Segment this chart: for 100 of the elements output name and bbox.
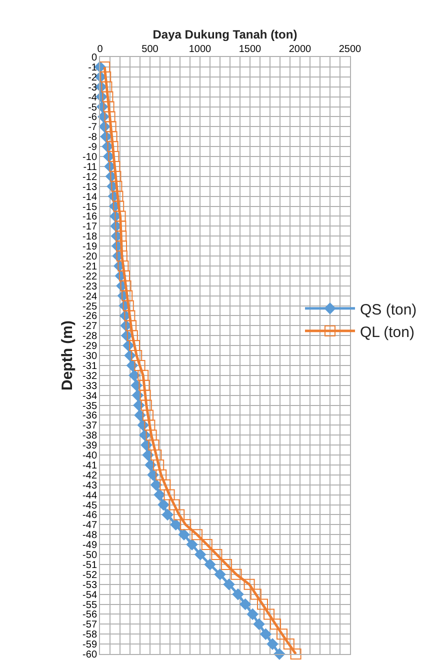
point (223, 578, 235, 590)
point (168, 499, 180, 510)
y-tick-label: -57 (82, 620, 98, 631)
point (133, 400, 145, 411)
y-tick-label: -40 (82, 450, 98, 462)
y-tick-label: -44 (82, 490, 98, 502)
point (118, 260, 129, 272)
point (134, 410, 146, 421)
y-tick-label: -14 (82, 192, 98, 203)
point (160, 479, 171, 490)
y-tick-label: -56 (82, 610, 98, 621)
y-tick-label: -55 (82, 600, 98, 611)
point (246, 608, 258, 620)
y-tick-label: -32 (82, 370, 98, 382)
y-tick-label: -37 (82, 420, 98, 432)
point (116, 230, 127, 242)
point (146, 430, 157, 441)
y-tick-label: -12 (82, 172, 98, 183)
point (170, 518, 182, 530)
y-tick-label: -16 (82, 212, 98, 223)
y-tick-label: -51 (82, 560, 98, 571)
y-tick-label: -58 (82, 630, 98, 641)
point (111, 180, 122, 192)
point (128, 370, 140, 382)
point (164, 489, 175, 500)
y-tick-label: -17 (82, 222, 98, 233)
y-tick-label: -9 (88, 142, 98, 154)
y-tick-label: -42 (82, 470, 98, 482)
point (103, 101, 114, 112)
y-tick-label: -24 (82, 291, 98, 302)
point (230, 568, 242, 580)
y-tick-label: -20 (82, 252, 98, 262)
point (150, 479, 162, 491)
y-tick-label: -52 (82, 570, 98, 581)
point (250, 588, 262, 600)
point (101, 81, 112, 92)
y-tick-label: -6 (88, 112, 98, 124)
y-tick-label: -1 (88, 62, 98, 74)
point (154, 489, 166, 500)
point (153, 459, 164, 470)
point (126, 330, 138, 342)
x-tick-label: 1000 (188, 44, 212, 55)
y-tick-label: -22 (82, 271, 98, 282)
y-tick-label: -27 (82, 321, 98, 332)
point (150, 450, 162, 460)
point (156, 469, 167, 480)
x-axis-title: Daya Dukung Tanah (ton) (152, 27, 298, 42)
y-tick-label: 0 (91, 52, 98, 64)
point (162, 509, 174, 520)
point (104, 111, 116, 122)
point (112, 190, 124, 202)
y-tick-label: -4 (88, 92, 98, 104)
y-tick-label: -29 (82, 341, 98, 352)
point (100, 71, 112, 82)
point (240, 598, 251, 610)
point (116, 250, 128, 262)
y-tick-label: -15 (82, 202, 98, 213)
point (214, 568, 226, 580)
point (122, 290, 133, 302)
y-tick-label: -47 (82, 520, 98, 532)
point (264, 608, 274, 620)
y-tick-label: -38 (82, 430, 98, 442)
y-tick-label: -19 (82, 242, 98, 253)
x-tick-label: 500 (142, 44, 159, 55)
point (132, 390, 144, 401)
point (283, 638, 294, 650)
y-tick-label: -30 (82, 351, 98, 362)
x-tick-label: 1500 (238, 44, 262, 55)
point (147, 469, 159, 481)
point (140, 400, 152, 411)
point (119, 270, 130, 282)
point (126, 320, 136, 332)
point (204, 558, 216, 570)
y-tick-label: -60 (82, 650, 98, 660)
point (201, 539, 212, 550)
legend-label: QS (ton) (360, 301, 417, 318)
point (144, 420, 156, 431)
point (122, 300, 134, 312)
y-tick-label: -26 (82, 311, 98, 322)
y-tick-label: -11 (83, 162, 98, 173)
point (124, 310, 136, 322)
point (290, 648, 302, 660)
point (105, 121, 116, 132)
point (276, 628, 288, 640)
y-tick-label: -39 (82, 440, 98, 452)
point (131, 350, 142, 361)
y-axis-title: Depth (m) (58, 320, 76, 390)
y-tick-label: -48 (82, 530, 98, 542)
point (158, 499, 170, 510)
y-tick-label: -46 (82, 510, 98, 522)
point (142, 410, 154, 421)
y-tick-label: -53 (82, 580, 98, 591)
y-tick-label: -50 (82, 550, 98, 561)
point (211, 549, 222, 560)
point (108, 151, 120, 162)
y-tick-label: -2 (88, 72, 98, 84)
point (192, 529, 202, 540)
y-tick-label: -13 (82, 182, 98, 193)
point (114, 210, 126, 222)
y-tick-label: -8 (88, 132, 98, 144)
